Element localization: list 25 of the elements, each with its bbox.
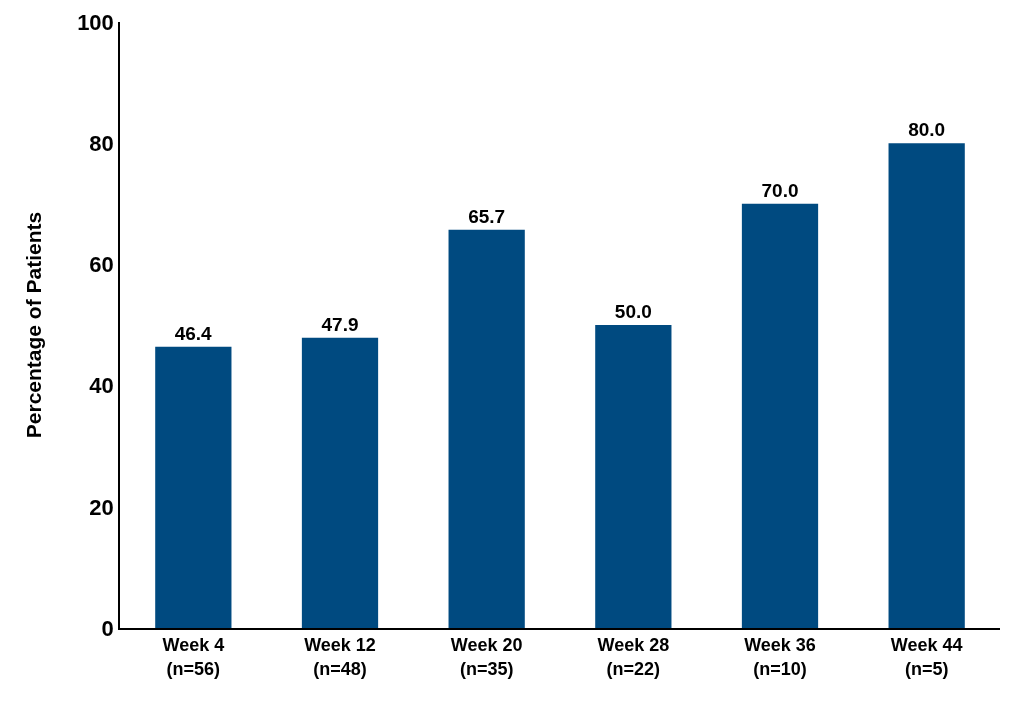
x-tick-label: Week 44 (n=5) [890,635,963,679]
bar [448,229,525,628]
bar [301,337,379,628]
y-tick-label: 20 [89,494,114,520]
y-tick-label: 40 [89,373,114,399]
data-label: 47.9 [321,313,359,335]
bar [888,143,965,628]
x-tick-label: Week 4 (n=56) [162,635,225,679]
bar [595,325,672,628]
x-tick-label: Week 28 (n=22) [597,635,670,679]
data-label: 80.0 [908,119,946,141]
y-tick-label: 80 [89,130,114,156]
y-tick-label: 100 [77,9,114,35]
bar [155,346,232,628]
bar [741,203,819,628]
data-label: 46.4 [174,322,213,344]
data-label: 50.0 [614,301,652,322]
x-tick-label: Week 20 (n=35) [450,635,523,679]
y-tick-label: 60 [89,252,114,278]
data-label: 65.7 [468,205,506,227]
data-label: 70.0 [761,179,799,201]
y-axis-title: Percentage of Patients [21,211,45,439]
x-tick-label: Week 12 (n=48) [304,635,376,679]
y-tick-label: 0 [101,615,114,641]
x-tick-label: Week 36 (n=10) [744,635,816,679]
